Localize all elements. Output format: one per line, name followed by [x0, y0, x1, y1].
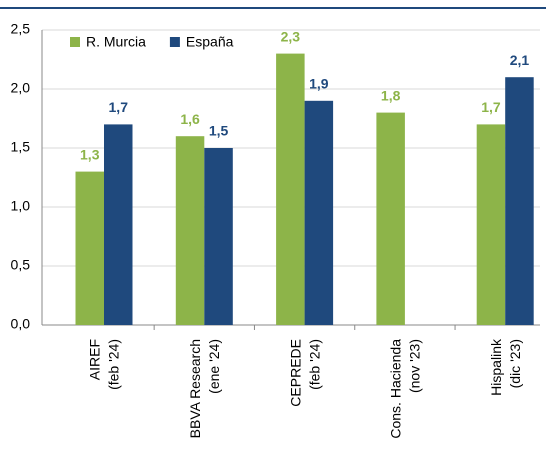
value-label: 1,3: [80, 146, 100, 162]
bar: [304, 100, 334, 325]
y-tick-label: 0,0: [11, 316, 31, 332]
x-tick-label: (feb '24): [106, 339, 122, 390]
bar: [476, 124, 506, 326]
bar: [505, 77, 534, 325]
value-label: 1,5: [209, 123, 229, 139]
legend-label: R. Murcia: [86, 34, 146, 50]
bar: [204, 148, 233, 325]
x-tick-label: (feb '24): [306, 339, 322, 390]
y-tick-label: 1,5: [11, 139, 31, 155]
value-label: 1,7: [109, 99, 129, 115]
bar: [75, 171, 104, 325]
value-label: 1,9: [309, 76, 329, 92]
value-label: 1,7: [481, 99, 501, 115]
y-tick-label: 0,5: [11, 257, 31, 273]
value-label: 2,1: [510, 52, 530, 68]
x-tick-label: (dic '23): [507, 339, 523, 388]
x-tick-label: (nov '23): [407, 339, 423, 393]
legend-label: España: [186, 34, 234, 50]
bar: [104, 124, 133, 326]
bar: [376, 112, 405, 325]
x-tick-label: Cons. Hacienda: [388, 339, 404, 439]
y-tick-label: 2,5: [11, 21, 31, 37]
value-label: 2,3: [281, 28, 301, 44]
x-tick-label: Hispalink: [488, 338, 504, 396]
x-tick-label: AIREF: [87, 339, 103, 380]
x-tick-label: BBVA Research: [187, 339, 203, 438]
legend-swatch: [169, 37, 180, 47]
bar: [175, 136, 205, 325]
y-tick-label: 1,0: [11, 198, 31, 214]
bar: [276, 53, 305, 325]
value-label: 1,6: [180, 111, 200, 127]
x-tick-label: (ene '24): [206, 339, 222, 394]
legend-swatch: [70, 37, 80, 47]
value-label: 1,8: [381, 87, 401, 103]
x-tick-label: CEPREDE: [287, 339, 303, 407]
y-tick-label: 2,0: [11, 80, 31, 96]
